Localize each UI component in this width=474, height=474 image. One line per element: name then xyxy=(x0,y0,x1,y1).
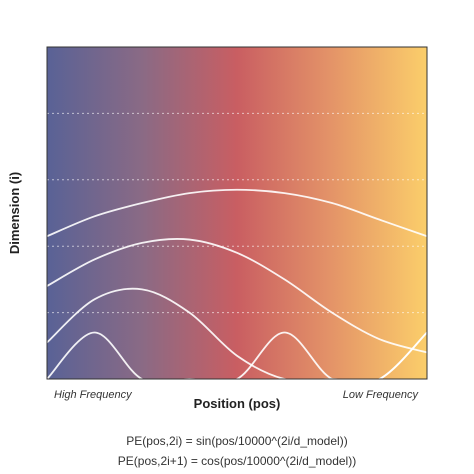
formula-odd: PE(pos,2i+1) = cos(pos/10000^(2i/d_model… xyxy=(117,454,357,468)
plot-frame xyxy=(46,46,428,380)
formula-even: PE(pos,2i) = sin(pos/10000^(2i/d_model)) xyxy=(126,434,348,448)
x-axis-label: Position (pos) xyxy=(194,396,281,411)
y-axis-label: Dimension (i) xyxy=(7,172,22,254)
series-line-2 xyxy=(47,287,427,379)
series-line-3 xyxy=(47,238,427,354)
high-frequency-label: High Frequency xyxy=(54,389,133,401)
series-line-4 xyxy=(47,188,427,238)
low-frequency-label: Low Frequency xyxy=(343,389,420,401)
grid-lines xyxy=(47,112,427,314)
